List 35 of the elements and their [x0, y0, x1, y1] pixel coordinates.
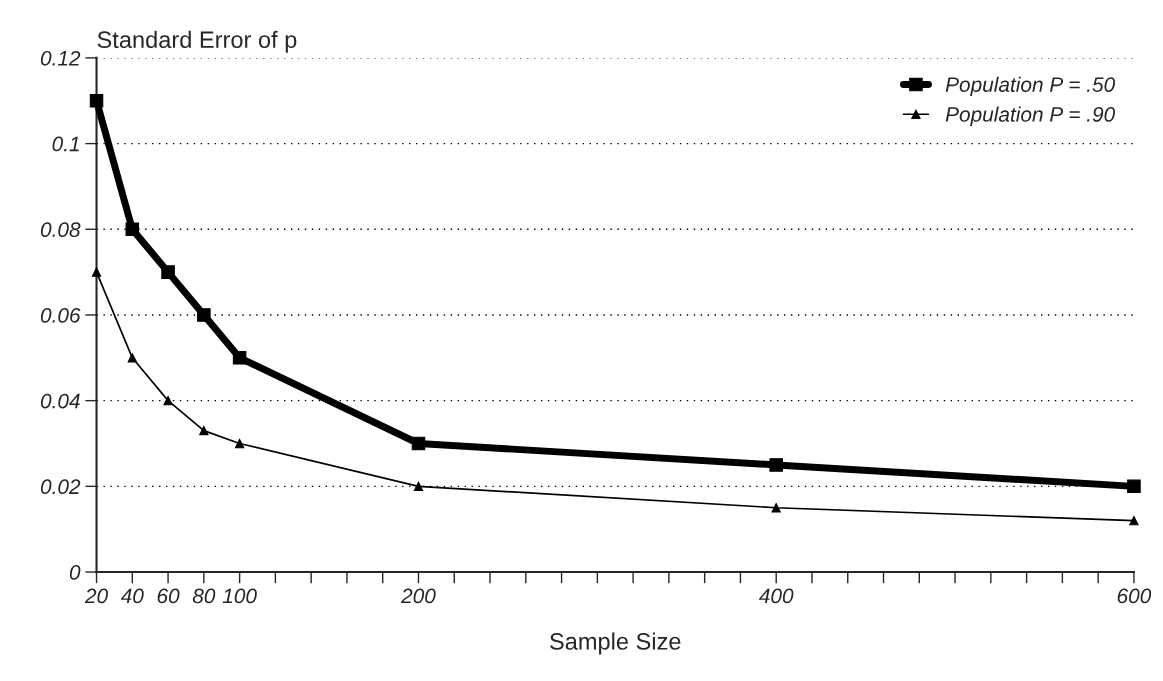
- point: [769, 458, 783, 472]
- x-tick-label: 60: [157, 588, 180, 604]
- point: [1127, 479, 1141, 494]
- x-tick-label: 400: [758, 588, 794, 604]
- y-tick-label: 0.04: [40, 393, 80, 409]
- point: [232, 351, 247, 365]
- point: [234, 438, 245, 449]
- point: [413, 481, 424, 492]
- y-tick-label: 0.06: [40, 307, 81, 323]
- point: [163, 395, 173, 406]
- x-tick-label: 100: [222, 588, 257, 604]
- x-tick-label: 200: [400, 588, 436, 604]
- y-tick-label: 0.1: [52, 136, 79, 152]
- legend-label: Population P = .90: [945, 106, 1116, 126]
- point: [161, 265, 175, 279]
- legend-label: Population P = .50: [945, 76, 1116, 97]
- point: [197, 308, 211, 322]
- y-tick-label: 0.08: [40, 222, 81, 238]
- point: [199, 425, 209, 436]
- point: [125, 222, 140, 237]
- point: [1129, 515, 1139, 526]
- y-axis-title: Standard Error of p: [97, 30, 297, 53]
- x-tick-label: 600: [1117, 588, 1152, 604]
- y-tick-label: 0.02: [40, 479, 81, 495]
- x-tick-label: 80: [192, 588, 216, 604]
- point: [89, 93, 104, 108]
- point: [127, 353, 137, 363]
- point: [771, 503, 781, 513]
- y-tick-label: 0: [69, 565, 81, 580]
- y-tick-label: 0.12: [40, 50, 81, 66]
- x-tick-label: 20: [84, 588, 108, 604]
- x-axis-title: Sample Size: [550, 632, 681, 655]
- point: [91, 267, 102, 277]
- point: [411, 436, 426, 451]
- x-tick-label: 40: [120, 588, 144, 604]
